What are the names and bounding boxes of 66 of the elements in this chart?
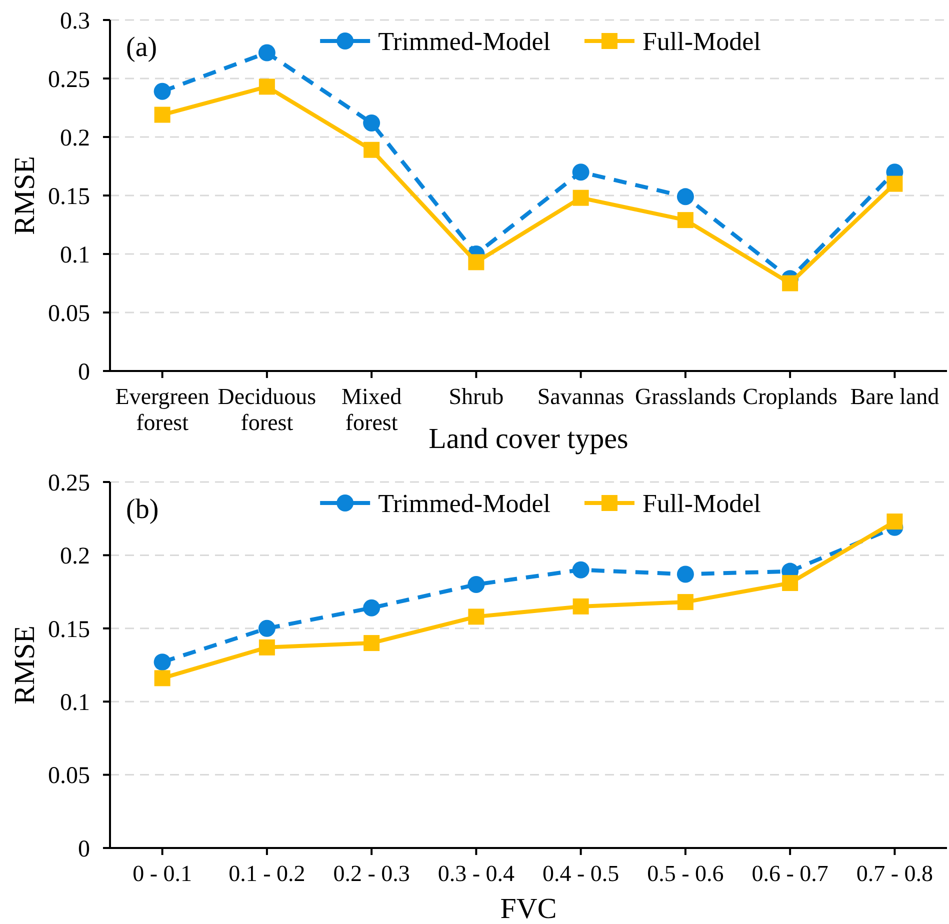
point — [676, 188, 694, 206]
point — [364, 142, 380, 158]
x-tick-label: 0.5 - 0.6 — [647, 861, 724, 886]
x-tick-label: 0.4 - 0.5 — [542, 861, 620, 886]
point — [572, 561, 590, 578]
y-tick-label: 0.1 — [60, 690, 90, 716]
point — [258, 44, 276, 62]
point — [782, 275, 798, 292]
y-tick-label: 0.05 — [48, 300, 90, 327]
x-tick-label: 0.6 - 0.7 — [752, 861, 828, 886]
x-tick-label: Deciduous forest — [218, 384, 316, 435]
point — [154, 82, 171, 100]
x-tick-label: Shrub — [448, 384, 504, 409]
x-tick-label: Croplands — [742, 384, 838, 409]
y-axis-title: RMSE — [9, 156, 41, 235]
y-tick-label: 0.2 — [60, 544, 90, 570]
x-axis-title: Land cover types — [428, 423, 628, 455]
point — [154, 654, 171, 671]
legend-label: Trimmed-Model — [378, 489, 550, 518]
y-tick-label: 0.15 — [48, 616, 90, 643]
x-tick-label: Grasslands — [634, 384, 736, 409]
annotation: (a) — [126, 32, 158, 63]
point — [258, 78, 275, 95]
y-tick-label: 0.25 — [48, 66, 90, 93]
y-tick-label: 0 — [78, 359, 90, 386]
y-tick-label: 0.15 — [48, 184, 90, 210]
point — [364, 635, 380, 652]
y-axis-title: RMSE — [9, 626, 41, 704]
x-tick-label: 0.3 - 0.4 — [438, 861, 516, 886]
point — [154, 106, 170, 123]
point — [468, 608, 484, 625]
point — [258, 639, 275, 656]
point — [677, 594, 694, 610]
point — [782, 575, 798, 592]
point — [363, 114, 380, 132]
x-tick-label: Bare land — [850, 384, 940, 409]
y-tick-label: 0.1 — [60, 242, 90, 268]
x-tick-label: Mixed forest — [342, 384, 402, 435]
x-tick-label: 0.2 - 0.3 — [333, 861, 410, 886]
point — [572, 598, 589, 614]
y-tick-label: 0 — [78, 836, 90, 862]
y-tick-label: 0.2 — [60, 125, 90, 152]
x-tick-label: Evergreen forest — [115, 384, 210, 435]
y-tick-label: 0.05 — [48, 763, 90, 790]
point — [154, 670, 170, 686]
x-axis-title: FVC — [500, 893, 557, 924]
x-tick-label: Savannas — [537, 384, 624, 409]
legend-label: Full-Model — [642, 489, 761, 518]
point — [886, 514, 903, 530]
x-tick-label: 0.1 - 0.2 — [228, 861, 306, 886]
point — [363, 599, 380, 616]
legend-label: Trimmed-Model — [378, 27, 550, 56]
point — [468, 576, 485, 593]
point — [886, 176, 903, 192]
point — [468, 254, 484, 270]
point — [572, 190, 589, 206]
point — [258, 620, 276, 637]
annotation: (b) — [126, 494, 159, 525]
x-tick-label: 0.7 - 0.8 — [856, 861, 934, 886]
point — [572, 164, 590, 181]
legend-label: Full-Model — [642, 27, 761, 56]
y-tick-label: 0.25 — [48, 470, 90, 496]
point — [676, 566, 694, 583]
point — [677, 212, 694, 228]
x-tick-label: 0 - 0.1 — [132, 861, 192, 886]
y-tick-label: 0.3 — [60, 8, 90, 34]
